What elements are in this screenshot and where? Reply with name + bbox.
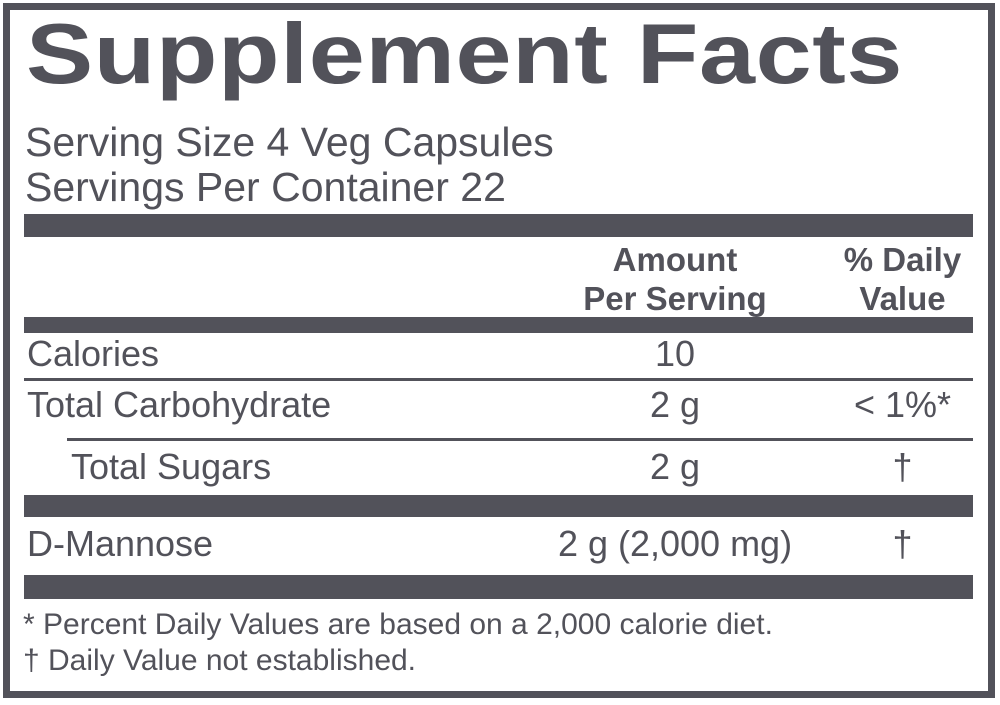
nutrient-daily-value-total-carbohydrate: < 1%*	[853, 384, 952, 425]
servings-per-container-text: Servings Per Container 22	[25, 164, 506, 210]
separator-bar-header	[24, 317, 973, 333]
nutrient-name-total-carbohydrate: Total Carbohydrate	[27, 384, 332, 425]
nutrient-name-total-sugars: Total Sugars	[71, 446, 272, 487]
nutrient-daily-value-d-mannose: †	[892, 523, 913, 564]
nutrient-daily-value-total-sugars: †	[892, 446, 913, 487]
row-divider-total-sugars	[67, 438, 973, 441]
footnote-daily-value-not-established: † Daily Value not established.	[23, 644, 417, 677]
nutrient-amount-total-carbohydrate: 2 g	[649, 384, 701, 425]
column-header-amount-line1: Amount	[612, 241, 738, 278]
nutrient-amount-d-mannose: 2 g (2,000 mg)	[557, 523, 793, 564]
nutrient-name-d-mannose: D-Mannose	[27, 523, 214, 564]
column-header-amount-per-serving: Amount Per Serving	[540, 240, 810, 318]
row-divider-calories	[24, 378, 973, 381]
nutrient-amount-calories: 10	[654, 333, 696, 374]
column-header-daily-value: % Daily Value	[815, 240, 990, 318]
nutrient-amount-total-sugars: 2 g	[649, 446, 701, 487]
serving-size-text: Serving Size 4 Veg Capsules	[25, 119, 554, 165]
nutrient-name-calories: Calories	[27, 333, 160, 374]
footnote-percent-daily-values: * Percent Daily Values are based on a 2,…	[23, 608, 773, 641]
serving-info: Serving Size 4 Veg Capsules Servings Per…	[25, 120, 554, 210]
column-header-daily-value-line1: % Daily	[843, 241, 962, 278]
label-title: Supplement Facts	[26, 7, 904, 102]
footnotes: * Percent Daily Values are based on a 2,…	[23, 607, 773, 679]
separator-bar-top	[24, 214, 973, 237]
separator-bar-middle	[24, 495, 973, 517]
column-header-amount-line2: Per Serving	[583, 280, 767, 317]
column-header-daily-value-line2: Value	[859, 280, 946, 317]
separator-bar-bottom	[24, 575, 973, 599]
